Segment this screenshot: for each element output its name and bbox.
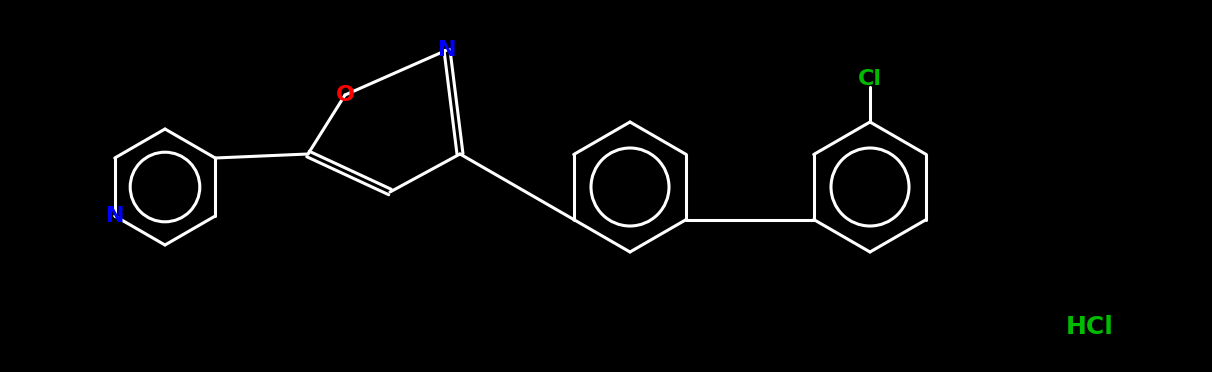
- Text: N: N: [438, 40, 456, 60]
- Text: N: N: [105, 206, 124, 226]
- Text: HCl: HCl: [1067, 315, 1114, 339]
- Text: O: O: [336, 85, 354, 105]
- Text: Cl: Cl: [858, 69, 882, 89]
